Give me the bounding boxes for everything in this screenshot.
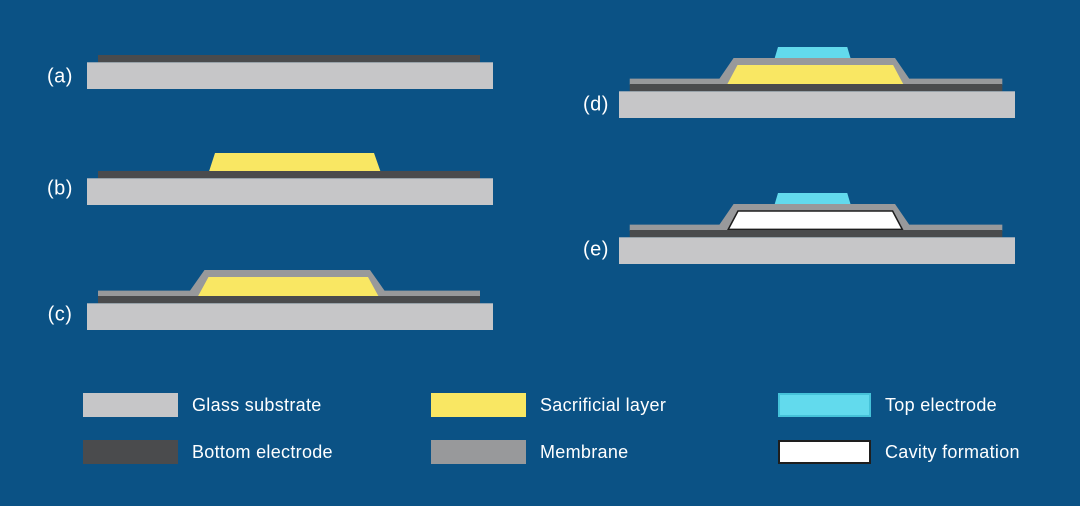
legend-label-sacrificial-layer: Sacrificial layer [540, 394, 667, 415]
legend-column-3: Top electrode Cavity formation [778, 393, 1020, 464]
legend-item-cavity-formation: Cavity formation [778, 440, 1020, 464]
step-diagram-a [87, 55, 493, 89]
bottom-electrode-layer [98, 296, 480, 304]
step-diagram-b [87, 153, 493, 205]
sacrificial-layer [198, 277, 379, 297]
legend-swatch-top-electrode [778, 393, 871, 417]
legend-swatch-glass-substrate [83, 393, 178, 417]
top-electrode-layer [774, 47, 851, 59]
bottom-electrode-layer [629, 84, 1003, 92]
bottom-electrode-layer [98, 171, 480, 179]
top-electrode-layer [774, 193, 851, 205]
legend-item-sacrificial-layer: Sacrificial layer [431, 393, 666, 417]
legend-swatch-membrane [431, 440, 526, 464]
legend-item-membrane: Membrane [431, 440, 666, 464]
glass-substrate-layer [87, 178, 493, 205]
legend-label-glass-substrate: Glass substrate [192, 394, 322, 415]
step-diagram-e [619, 193, 1015, 264]
step-diagram-d [619, 47, 1015, 118]
legend-swatch-cavity-formation [778, 440, 871, 464]
legend-label-top-electrode: Top electrode [885, 394, 997, 415]
bottom-electrode-layer [629, 230, 1003, 238]
legend-item-bottom-electrode: Bottom electrode [83, 440, 333, 464]
legend-column-1: Glass substrate Bottom electrode [83, 393, 333, 464]
legend-item-top-electrode: Top electrode [778, 393, 1020, 417]
cavity-layer [726, 210, 904, 231]
glass-substrate-layer [619, 237, 1015, 264]
legend-item-glass-substrate: Glass substrate [83, 393, 333, 417]
legend-label-cavity-formation: Cavity formation [885, 441, 1020, 462]
step-label-d: (d) [583, 93, 609, 116]
glass-substrate-layer [87, 303, 493, 330]
step-label-b: (b) [47, 177, 73, 200]
step-diagram-c [87, 270, 493, 330]
sacrificial-layer [209, 153, 381, 172]
legend-column-2: Sacrificial layer Membrane [431, 393, 666, 464]
step-label-a: (a) [47, 65, 73, 88]
glass-substrate-layer [619, 91, 1015, 118]
glass-substrate-layer [87, 62, 493, 89]
legend-swatch-bottom-electrode [83, 440, 178, 464]
legend-swatch-sacrificial-layer [431, 393, 526, 417]
legend-label-membrane: Membrane [540, 441, 629, 462]
bottom-electrode-layer [98, 55, 480, 63]
legend-label-bottom-electrode: Bottom electrode [192, 441, 333, 462]
step-label-e: (e) [583, 238, 609, 261]
sacrificial-layer [727, 65, 904, 85]
step-label-c: (c) [47, 303, 73, 326]
